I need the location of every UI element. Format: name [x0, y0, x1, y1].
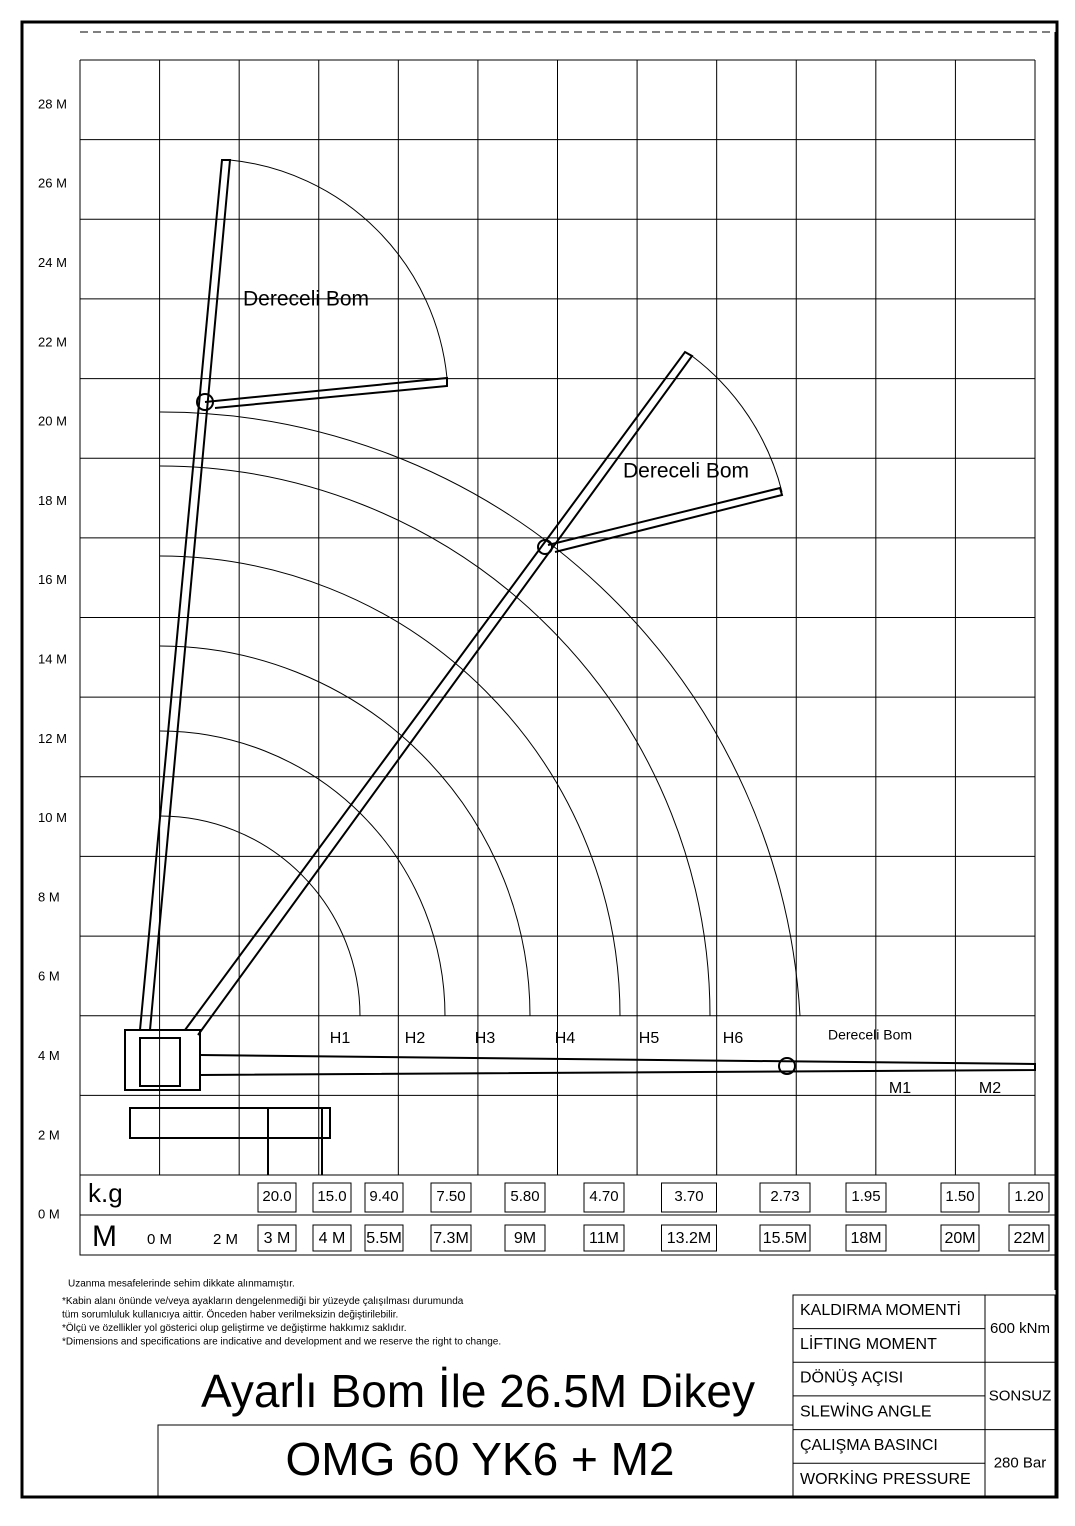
boom-label: Dereceli Bom [243, 288, 369, 311]
cell-box [504, 1182, 546, 1213]
m-label: M [92, 1220, 117, 1253]
title: Ayarlı Bom İle 26.5M Dikey [201, 1365, 755, 1417]
distance: 22M [1013, 1230, 1044, 1247]
note: Uzanma mesafelerinde sehim dikkate alınm… [68, 1279, 295, 1290]
cell-box [364, 1224, 404, 1252]
y-axis-label: 22 M [38, 334, 67, 349]
capacity: 4.70 [589, 1188, 618, 1205]
cell-box [759, 1224, 811, 1252]
spec-label: KALDIRMA MOMENTİ [800, 1300, 961, 1319]
y-axis-label: 4 M [38, 1048, 60, 1063]
cell-box [257, 1182, 297, 1213]
y-axis-label: 20 M [38, 414, 67, 429]
distance: 20M [944, 1230, 975, 1247]
capacity: 1.20 [1014, 1188, 1043, 1205]
y-axis-label: 28 M [38, 96, 67, 111]
cell-box [430, 1182, 472, 1213]
spec-label: LİFTING MOMENT [800, 1334, 937, 1353]
distance: 4 M [319, 1230, 346, 1247]
spec-value: 600 kNm [990, 1320, 1050, 1337]
capacity: 5.80 [510, 1188, 539, 1205]
extension-label: H5 [639, 1030, 660, 1047]
frame [20, 20, 1059, 1499]
boom-label: Dereceli Bom [828, 1027, 912, 1043]
cell-box [661, 1224, 717, 1252]
crane-drawing [124, 159, 1036, 1175]
y-axis-label: 18 M [38, 493, 67, 508]
spec-value: 280 Bar [994, 1455, 1047, 1472]
kg-label: k.g [88, 1178, 123, 1208]
distance: 15.5M [763, 1230, 807, 1247]
extension-label: H2 [405, 1030, 426, 1047]
cell-box [661, 1182, 717, 1213]
note: tüm sorumluluk kullanıcıya aittir. Önced… [62, 1309, 398, 1321]
distance: 5.5M [366, 1230, 402, 1247]
distance: 9M [514, 1230, 536, 1247]
cell-box [430, 1224, 472, 1252]
model: OMG 60 YK6 + M2 [285, 1433, 674, 1485]
reach-arcs [159, 411, 801, 1017]
note: *Kabin alanı önünde ve/veya ayakların de… [62, 1296, 464, 1307]
cell-box [257, 1224, 297, 1252]
extension-label: H6 [723, 1030, 744, 1047]
boom-label: Dereceli Bom [623, 460, 749, 483]
cell-box [845, 1224, 887, 1252]
cell-box [583, 1224, 625, 1252]
cell-box [583, 1182, 625, 1213]
extension-label: H1 [330, 1030, 351, 1047]
y-axis-label: 14 M [38, 652, 67, 667]
spec-label: WORKİNG PRESSURE [800, 1469, 971, 1488]
distance: 18M [850, 1230, 881, 1247]
cell-box [759, 1182, 811, 1213]
cell-box [940, 1224, 980, 1252]
capacity: 7.50 [436, 1188, 465, 1205]
y-axis-label: 6 M [38, 969, 60, 984]
y-axis-label: 24 M [38, 255, 67, 270]
y-axis-label: 0 M [38, 1207, 60, 1222]
y-axis-label: 16 M [38, 572, 67, 587]
distance: 7.3M [433, 1230, 469, 1247]
cell-box [504, 1224, 546, 1252]
note: *Dimensions and specifications are indic… [62, 1337, 501, 1348]
capacity: 1.50 [945, 1188, 974, 1205]
extension-label: H4 [555, 1030, 576, 1047]
cell-box [1008, 1182, 1050, 1213]
extension-label: M1 [889, 1080, 911, 1097]
distance: 3 M [264, 1230, 291, 1247]
cell-box [845, 1182, 887, 1213]
spec-label: SLEWİNG ANGLE [800, 1402, 932, 1421]
spec-value: SONSUZ [989, 1387, 1052, 1404]
y-axis-label: 8 M [38, 889, 60, 904]
capacity: 3.70 [674, 1188, 703, 1205]
capacity: 1.95 [851, 1188, 880, 1205]
grid [79, 59, 1036, 1176]
capacity: 20.0 [262, 1188, 291, 1205]
note: *Ölçü ve özellikler yol gösterici olup g… [62, 1322, 407, 1334]
text-layer: 28 M 26 M 24 M 22 M 20 M 18 M 16 M 14 M 12 M 10 M… [38, 96, 1056, 1498]
origin-label: 2 M [213, 1231, 238, 1248]
cell-box [1008, 1224, 1050, 1252]
y-axis-label: 2 M [38, 1127, 60, 1142]
capacity: 2.73 [770, 1188, 799, 1205]
y-axis-label: 26 M [38, 176, 67, 191]
capacity: 15.0 [317, 1188, 346, 1205]
distance: 13.2M [667, 1230, 711, 1247]
spec-label: ÇALIŞMA BASINCI [800, 1437, 938, 1454]
extension-label: H3 [475, 1030, 496, 1047]
capacity: 9.40 [369, 1188, 398, 1205]
cell-box [364, 1182, 404, 1213]
spec-label: DÖNÜŞ AÇISI [800, 1369, 903, 1387]
y-axis-label: 10 M [38, 810, 67, 825]
extension-label: M2 [979, 1080, 1001, 1097]
cell-box [940, 1182, 980, 1213]
y-axis-label: 12 M [38, 731, 67, 746]
cell-box [312, 1182, 352, 1213]
origin-label: 0 M [147, 1231, 172, 1248]
cell-box [312, 1224, 352, 1252]
distance: 11M [589, 1230, 619, 1247]
